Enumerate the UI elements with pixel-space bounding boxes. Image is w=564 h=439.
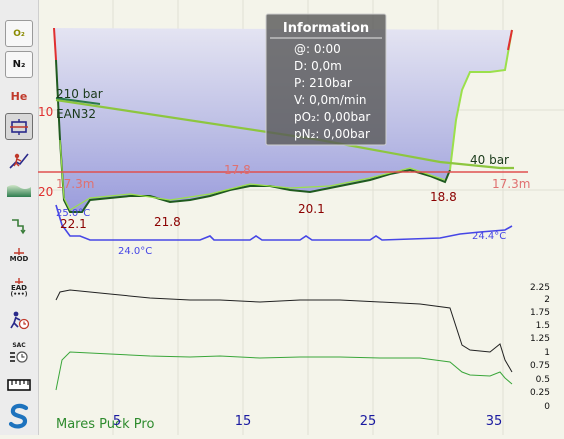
profile-gradient-button[interactable] <box>5 175 33 202</box>
ead-sub-label: (•••) <box>10 291 28 298</box>
gas-label: EAN32 <box>56 107 96 121</box>
scale-tick: 1.75 <box>530 308 550 318</box>
ead-icon <box>15 278 23 284</box>
scale-tick: 1.25 <box>530 334 550 344</box>
diver-ascent-icon <box>9 153 29 169</box>
ceiling-icon <box>10 118 28 135</box>
diver-clock-icon <box>10 311 30 329</box>
time-axis: 5 15 25 35 <box>113 414 502 429</box>
step-view-button[interactable] <box>5 212 33 239</box>
info-line: D: 0,0m <box>294 59 342 73</box>
time-tick: 5 <box>113 414 121 429</box>
end-red-segment <box>507 29 513 51</box>
scale-tick: 1.5 <box>536 321 550 331</box>
left-toolbar: O₂ N₂ He MOD <box>0 0 39 435</box>
scale-tick: 2 <box>544 295 550 305</box>
time-tick: 25 <box>360 414 377 429</box>
scale-tick: 0.25 <box>530 388 550 398</box>
gas-pressure-line-green <box>55 351 513 391</box>
time-tick: 35 <box>486 414 503 429</box>
he-label: He <box>10 90 28 103</box>
mod-label: MOD <box>9 255 29 263</box>
tank-pressure-line <box>55 98 514 170</box>
info-line: V: 0,0m/min <box>294 93 367 107</box>
info-line: P: 210bar <box>294 76 352 90</box>
max-depth-label-3: 20.1 <box>298 202 325 216</box>
pressure-start-label: 210 bar <box>56 87 103 101</box>
subsurface-logo-icon <box>8 403 29 428</box>
depth-line <box>55 59 451 213</box>
mean-depth-left-label: 17.3m <box>56 177 94 191</box>
sac-button[interactable]: SAC <box>5 339 33 366</box>
mod-button[interactable]: MOD <box>5 241 33 268</box>
diver-time-button[interactable] <box>5 306 33 333</box>
ruler-icon <box>7 378 31 391</box>
step-chart-icon <box>12 218 26 234</box>
n2-label: N₂ <box>12 59 26 70</box>
scale-tick: 0.75 <box>530 361 550 371</box>
dive-profile-area[interactable]: 210 bar EAN32 40 bar 10 20 17.3m 17.3m 1… <box>38 0 564 435</box>
depth-tick-10: 10 <box>38 105 53 119</box>
temp-end-label: 24.4°C <box>472 231 506 242</box>
sac-clock-icon <box>10 350 28 363</box>
scale-tick: 0 <box>544 402 550 412</box>
depth-tick-20: 20 <box>38 185 53 199</box>
n2-toggle-button[interactable]: N₂ <box>5 51 33 78</box>
max-depth-label-1: 22.1 <box>60 217 87 231</box>
pressure-end-label: 40 bar <box>470 153 509 167</box>
o2-label: O₂ <box>13 28 25 39</box>
max-depth-label-2: 21.8 <box>154 215 181 229</box>
start-red-segment <box>53 27 57 61</box>
depth-highlight-line <box>59 139 446 211</box>
pressure-start-marker <box>55 97 101 105</box>
ascent-line <box>449 29 513 171</box>
ruler-button[interactable] <box>5 371 33 398</box>
temperature-line <box>55 204 513 241</box>
gas-pressure-line-black <box>55 289 513 373</box>
info-line: pN₂: 0,00bar <box>294 127 370 141</box>
sac-label: SAC <box>12 341 26 349</box>
profile-gradient-icon <box>7 184 31 197</box>
mean-depth-right-label: 17.3m <box>492 177 530 191</box>
ceiling-toggle-button[interactable] <box>5 113 33 140</box>
ead-label: EAD <box>10 284 27 292</box>
app-logo-button[interactable] <box>5 402 33 429</box>
mean-depth-mid-label: 17.8 <box>224 163 251 177</box>
info-line: pO₂: 0,00bar <box>294 110 370 124</box>
device-label: Mares Puck Pro <box>56 417 154 432</box>
scale-tick: 0.5 <box>536 375 550 385</box>
diver-ascent-button[interactable] <box>5 146 33 173</box>
temp-min-label: 24.0°C <box>118 246 152 257</box>
max-depth-label-4: 18.8 <box>430 190 457 204</box>
info-title: Information <box>283 21 369 36</box>
info-panel: Information @: 0:00 D: 0,0m P: 210bar V:… <box>265 13 387 146</box>
dive-profile-chart[interactable]: 210 bar EAN32 40 bar 10 20 17.3m 17.3m 1… <box>38 0 564 435</box>
scale-tick: 1 <box>544 348 550 358</box>
info-panel-background <box>265 13 387 146</box>
scale-tick: 2.25 <box>530 283 550 293</box>
ead-button[interactable]: EAD (•••) <box>5 274 33 301</box>
temp-start-label: 25.0°C <box>56 208 90 219</box>
right-scale: 2.25 2 1.75 1.5 1.25 1 0.75 0.5 0.25 0 <box>530 283 550 412</box>
time-tick: 15 <box>235 414 252 429</box>
mod-icon <box>14 248 24 255</box>
o2-toggle-button[interactable]: O₂ <box>5 20 33 47</box>
he-toggle-button[interactable]: He <box>5 83 33 110</box>
info-line: @: 0:00 <box>294 42 341 56</box>
